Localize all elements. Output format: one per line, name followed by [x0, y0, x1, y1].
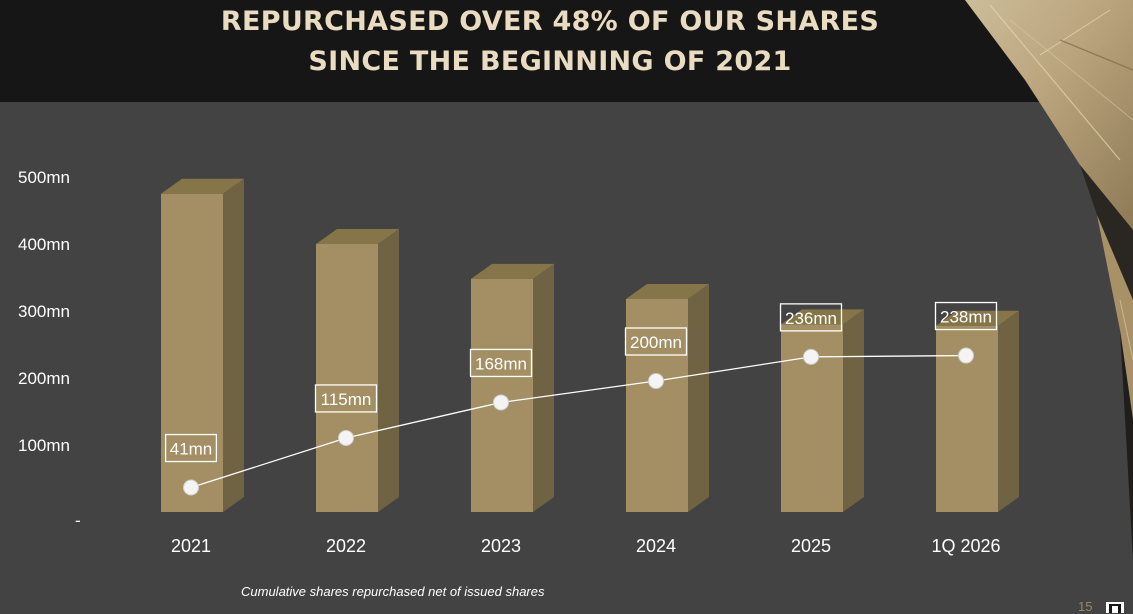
company-logo-icon	[1106, 602, 1124, 613]
bar-side	[998, 310, 1019, 512]
bar-side	[688, 283, 709, 512]
line-point	[648, 373, 664, 389]
bar-top	[316, 229, 399, 244]
data-label: 200mn	[630, 333, 682, 352]
bar-front	[316, 244, 378, 512]
x-tick-label: 2021	[171, 536, 211, 556]
data-label: 238mn	[940, 308, 992, 327]
bar-2025	[781, 309, 864, 512]
bar-2021	[161, 178, 244, 512]
y-tick-label: 400mn	[18, 235, 70, 254]
footnote: Cumulative shares repurchased net of iss…	[241, 584, 545, 599]
line-point	[803, 348, 819, 365]
cumulative-line	[190, 354, 967, 489]
data-label-box	[624, 327, 688, 356]
y-tick-label: 200mn	[18, 369, 70, 388]
bar-2024	[626, 283, 709, 512]
x-tick-label: 2022	[326, 536, 366, 556]
y-tick-label: 500mn	[18, 168, 70, 187]
data-label: 41mn	[170, 440, 213, 459]
slide-title-line-2: SINCE THE BEGINNING OF 2021	[308, 46, 792, 77]
bar-top	[161, 178, 244, 194]
line-point	[958, 347, 974, 364]
y-axis-labels: - 100mn 200mn 300mn 400mn 500mn	[18, 168, 81, 530]
bar-top	[781, 309, 864, 325]
x-tick-label: 2023	[481, 536, 521, 556]
data-label-box	[934, 301, 998, 331]
data-label: 168mn	[475, 354, 527, 373]
bar-top	[936, 310, 1019, 326]
bar-side	[843, 309, 864, 512]
bar-2022	[316, 229, 399, 512]
cumulative-line-series: 41mn 115mn 168mn 200mn 236mn 238mn	[164, 301, 998, 496]
bar-side	[533, 263, 554, 512]
data-label-box	[779, 303, 843, 332]
bar-series	[161, 178, 1019, 512]
line-point	[183, 479, 199, 496]
page-number: 15	[1078, 599, 1093, 614]
x-axis-labels: 2021 2022 2023 2024 2025 1Q 2026	[171, 536, 1001, 556]
line-point	[493, 394, 509, 411]
y-tick-label: 300mn	[18, 302, 70, 321]
bar-top	[626, 283, 709, 299]
title-banner: REPURCHASED OVER 48% OF OUR SHARES SINCE…	[0, 0, 1133, 102]
data-label-box	[314, 384, 378, 413]
x-tick-label: 1Q 2026	[931, 536, 1000, 556]
bar-front	[626, 298, 688, 512]
y-tick-label: -	[75, 511, 81, 530]
x-tick-label: 2024	[636, 536, 676, 556]
data-label-box	[469, 348, 533, 378]
bar-side	[223, 178, 244, 512]
bar-2023	[471, 263, 554, 512]
data-label-box	[164, 433, 218, 463]
data-label: 115mn	[321, 390, 372, 409]
bar-top	[471, 263, 554, 279]
bar-side	[378, 229, 399, 512]
x-tick-label: 2025	[791, 536, 831, 556]
bar-1q-2026	[936, 310, 1019, 512]
bar-front	[161, 193, 223, 512]
line-point	[338, 429, 354, 446]
y-tick-label: 100mn	[18, 436, 70, 455]
slide-title-line-1: REPURCHASED OVER 48% OF OUR SHARES	[220, 6, 880, 37]
data-label: 236mn	[785, 309, 837, 328]
